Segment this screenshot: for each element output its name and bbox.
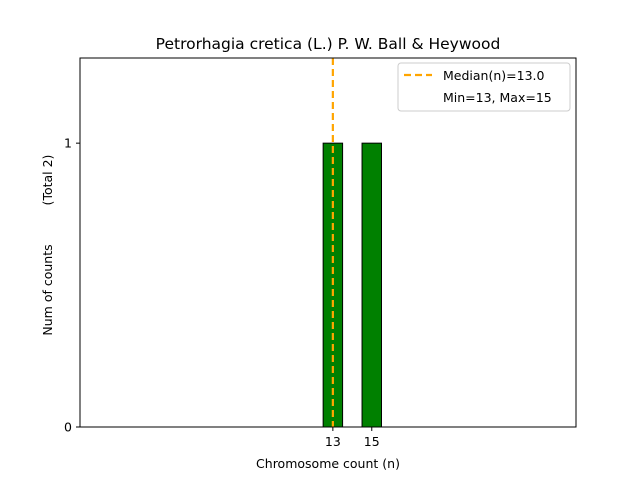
x-ticks: 13 15 bbox=[325, 427, 380, 449]
x-tick-label-15: 15 bbox=[364, 434, 380, 449]
plot-frame bbox=[79, 57, 577, 428]
y-tick-label-1: 1 bbox=[64, 136, 72, 151]
bar-15 bbox=[361, 142, 382, 428]
legend-entry-median: Median(n)=13.0 bbox=[443, 68, 544, 83]
bars bbox=[322, 142, 382, 428]
y-ticks: 01 bbox=[64, 136, 80, 435]
x-axis-label: Chromosome count (n) bbox=[256, 456, 400, 471]
chart-title: Petrorhagia cretica (L.) P. W. Ball & He… bbox=[156, 35, 501, 53]
legend-box bbox=[397, 62, 571, 112]
x-tick-label-13: 13 bbox=[325, 434, 341, 449]
y-axis-label: Num of counts bbox=[40, 244, 55, 335]
legend-entry-minmax: Min=13, Max=15 bbox=[443, 90, 552, 105]
legend: Median(n)=13.0 Min=13, Max=15 bbox=[397, 62, 571, 112]
y-tick-label-0: 0 bbox=[64, 420, 72, 435]
y-axis-total-label: (Total 2) bbox=[40, 155, 55, 206]
